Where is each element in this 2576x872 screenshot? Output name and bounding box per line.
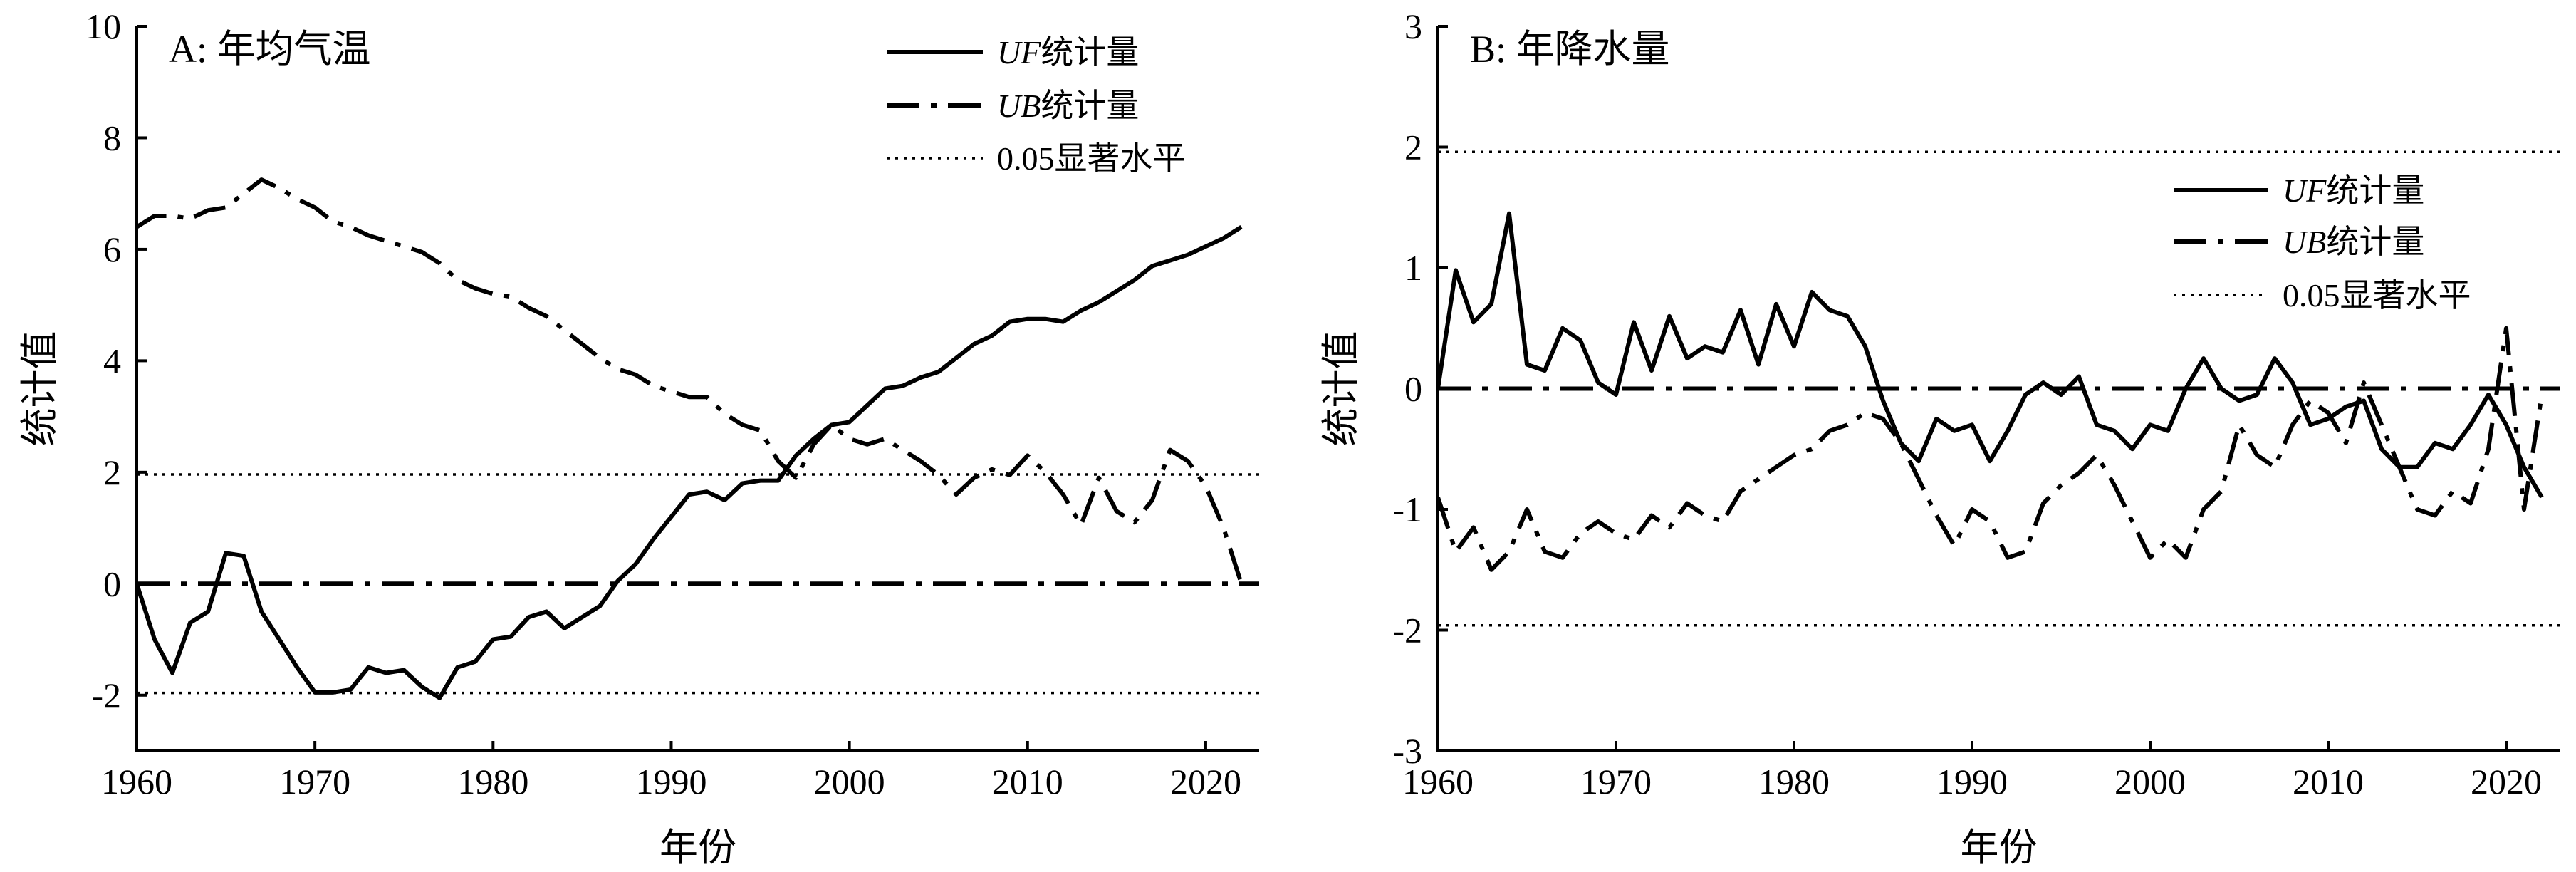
y-tick-label-b-2: 2 (1404, 128, 1422, 167)
x-tick-label-a-2000: 2000 (814, 762, 885, 801)
legend-label-a-1: UB统计量 (997, 88, 1139, 124)
y-tick-label-b--1: -1 (1392, 489, 1422, 529)
x-tick-label-a-1980: 1980 (457, 762, 528, 801)
y-tick-label-b-3: 3 (1404, 6, 1422, 46)
x-tick-label-b-2010: 2010 (2293, 762, 2364, 801)
y-axis-label-b: 统计值 (1320, 331, 1362, 447)
x-tick-label-a-2020: 2020 (1170, 762, 1241, 801)
y-tick-label-a-8: 8 (103, 118, 121, 157)
x-tick-label-a-1960: 1960 (101, 762, 172, 801)
x-tick-label-b-1980: 1980 (1758, 762, 1830, 801)
y-tick-label-b-1: 1 (1404, 248, 1422, 288)
y-tick-label-b-0: 0 (1404, 369, 1422, 409)
x-tick-label-b-2020: 2020 (2471, 762, 2542, 801)
x-axis-label-b: 年份 (1961, 826, 2038, 869)
x-tick-label-b-1960: 1960 (1402, 762, 1474, 801)
x-tick-label-b-2000: 2000 (2114, 762, 2186, 801)
chart-title-a: A: 年均气温 (169, 28, 371, 71)
legend-label-a-0: UF统计量 (997, 34, 1139, 71)
y-tick-label-a-0: 0 (103, 564, 121, 603)
chart-panel-a: 1960 1970 1980 1990 2000 2010 2020 -2 0 2 4 6 8 10 A: … (19, 6, 1259, 869)
x-axis-label-a: 年份 (659, 826, 736, 869)
y-tick-label-a--2: -2 (91, 675, 121, 715)
x-tick-label-a-1970: 1970 (279, 762, 350, 801)
y-axis-label-a: 统计值 (19, 331, 61, 447)
legend-label-b-1: UB统计量 (2283, 224, 2424, 260)
y-tick-label-a-6: 6 (103, 229, 121, 269)
y-tick-label-a-2: 2 (103, 452, 121, 492)
legend-label-b-0: UF统计量 (2283, 172, 2424, 209)
y-tick-label-a-10: 10 (85, 6, 121, 46)
x-tick-label-b-1990: 1990 (1936, 762, 2008, 801)
legend-label-b-2: 0.05显著水平 (2283, 277, 2471, 313)
legend-label-a-2: 0.05显著水平 (997, 140, 1186, 177)
chart-panel-b: 1960 1970 1980 1990 2000 2010 2020 -3 -2 -1 0 1 2 3 B:… (1320, 6, 2560, 869)
series-line-a-uf (135, 225, 1243, 700)
y-tick-label-b--3: -3 (1392, 731, 1422, 771)
x-tick-label-b-1970: 1970 (1580, 762, 1652, 801)
x-tick-label-a-1990: 1990 (635, 762, 706, 801)
series-line-a-ub (135, 177, 1243, 585)
x-tick-label-a-2010: 2010 (992, 762, 1063, 801)
series-line-b-ub (1436, 326, 2544, 572)
chart-title-b: B: 年降水量 (1470, 28, 1670, 71)
y-tick-label-a-4: 4 (103, 341, 121, 380)
y-tick-label-b--2: -2 (1392, 611, 1422, 650)
